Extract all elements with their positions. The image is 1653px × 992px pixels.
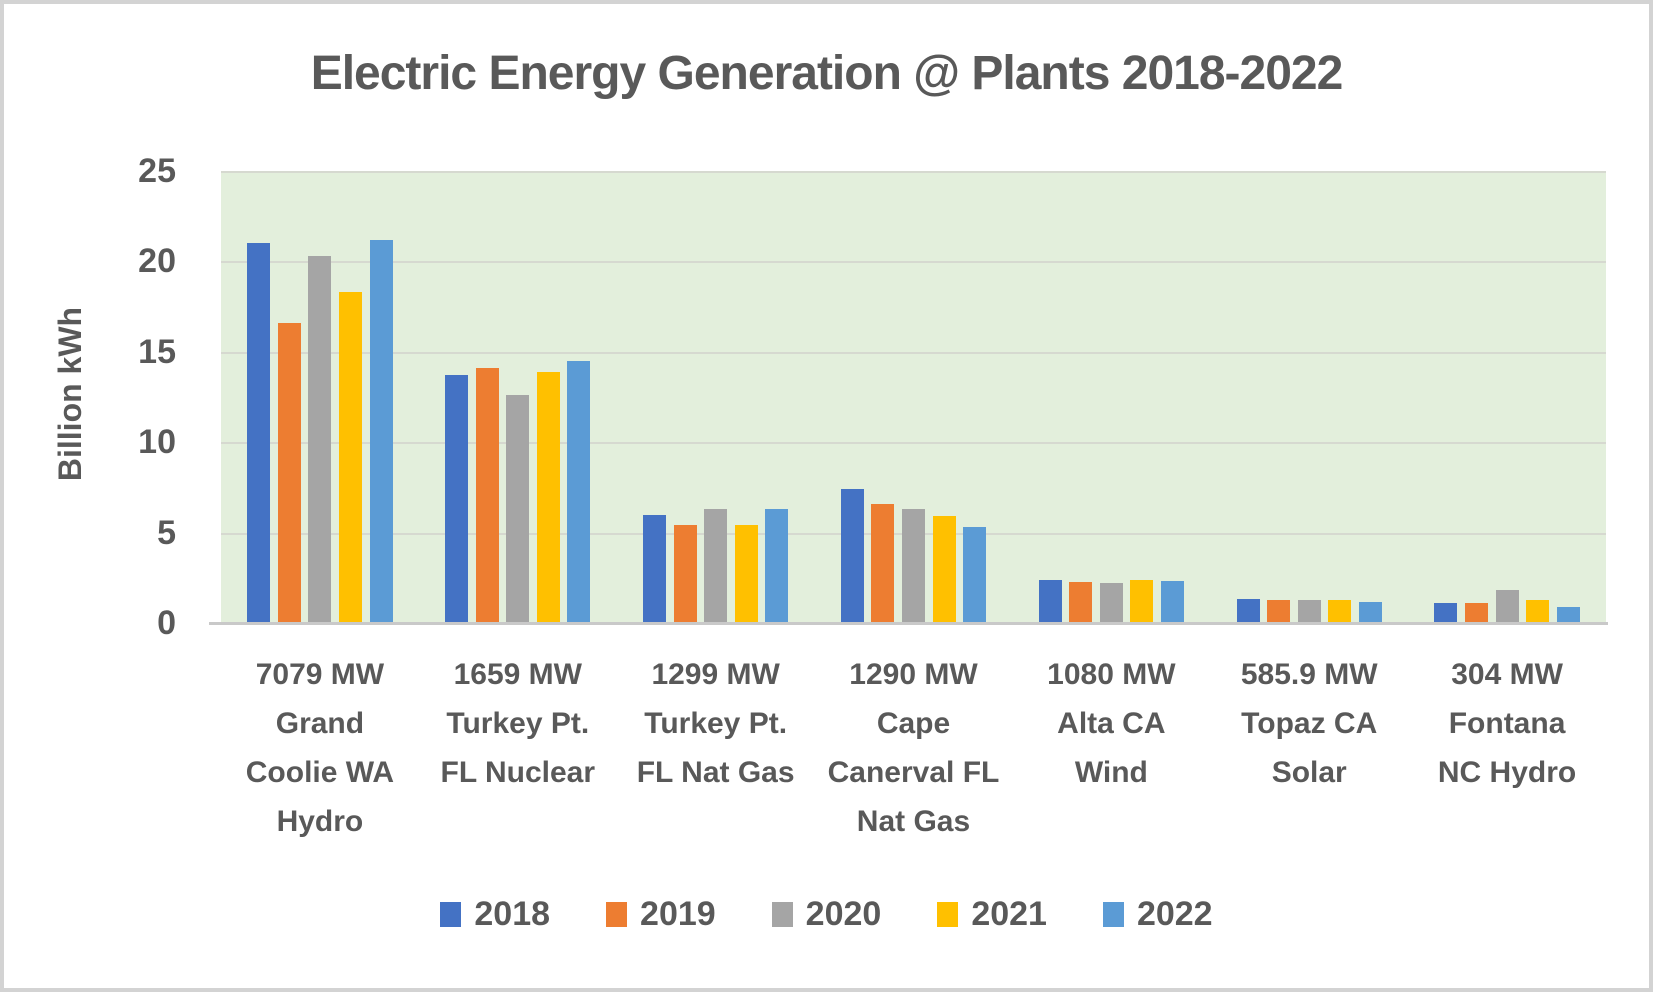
- plot-area: [221, 171, 1606, 623]
- bar-2018-category-1: [247, 243, 271, 623]
- legend-item-2020: 2020: [771, 895, 882, 933]
- bar-2022-category-2: [567, 360, 591, 623]
- category-label-line: Coolie WA: [245, 756, 395, 789]
- chart-title: Electric Energy Generation @ Plants 2018…: [310, 47, 1344, 100]
- legend-swatch-2021: [937, 901, 959, 927]
- bar-2021-category-4: [932, 516, 956, 623]
- bar-2021-category-5: [1130, 579, 1154, 623]
- bar-2021-category-1: [339, 292, 363, 623]
- category-label-line: Alta CA: [1057, 707, 1166, 740]
- bar-2022-category-4: [963, 527, 987, 623]
- bar-2018-category-5: [1038, 579, 1062, 623]
- bar-2020-category-1: [308, 255, 332, 623]
- bar-2019-category-6: [1267, 600, 1291, 623]
- category-label-line: FL Nuclear: [440, 756, 596, 789]
- legend-swatch-2019: [606, 901, 628, 927]
- x-axis-line: [209, 622, 1608, 625]
- category-label-line: Wind: [1074, 756, 1148, 789]
- y-axis-tick-0: 0: [157, 604, 176, 642]
- category-label-line: 7079 MW: [255, 658, 385, 691]
- category-label-line: Hydro: [276, 805, 364, 838]
- category-label-line: Solar: [1271, 756, 1347, 789]
- category-label-line: Turkey Pt.: [644, 707, 788, 740]
- bar-2019-category-3: [673, 525, 697, 623]
- category-label-1: 7079 MW Grand Coolie WA Hydro: [220, 650, 420, 846]
- gridline-25: [221, 171, 1606, 173]
- category-label-7: 304 MW Fontana NC Hydro: [1407, 650, 1607, 797]
- bar-2020-category-5: [1099, 583, 1123, 623]
- category-label-6: 585.9 MW Topaz CA Solar: [1209, 650, 1409, 797]
- bar-2018-category-3: [642, 514, 666, 623]
- bar-2022-category-5: [1161, 581, 1185, 623]
- legend-label-2020: 2020: [805, 895, 882, 933]
- category-label-4: 1290 MW Cape Canerval FL Nat Gas: [814, 650, 1014, 846]
- category-label-line: Nat Gas: [856, 805, 971, 838]
- category-label-line: 585.9 MW: [1240, 658, 1378, 691]
- bar-2019-category-4: [871, 503, 895, 623]
- y-axis-tick-25: 25: [138, 152, 176, 190]
- bar-2021-category-6: [1328, 600, 1352, 623]
- category-label-line: 1659 MW: [453, 658, 582, 691]
- bar-2022-category-6: [1358, 602, 1382, 623]
- category-label-2: 1659 MW Turkey Pt. FL Nuclear: [418, 650, 618, 797]
- bar-2018-category-2: [445, 375, 469, 623]
- category-label-line: 1080 MW: [1047, 658, 1176, 691]
- category-label-line: 1290 MW: [849, 658, 978, 691]
- category-label-line: Canerval FL: [827, 756, 1000, 789]
- legend-label-2019: 2019: [640, 895, 716, 933]
- gridline-15: [221, 351, 1606, 354]
- category-label-5: 1080 MW Alta CA Wind: [1011, 650, 1211, 797]
- category-label-line: 304 MW: [1451, 658, 1563, 691]
- bar-2020-category-3: [704, 509, 728, 623]
- legend-swatch-2018: [440, 901, 462, 927]
- bar-2022-category-1: [369, 239, 393, 623]
- gridline-10: [221, 442, 1606, 445]
- legend-swatch-2022: [1102, 901, 1124, 927]
- legend-item-2018: 2018: [440, 897, 550, 931]
- legend-label-2022: 2022: [1136, 895, 1213, 933]
- bar-2018-category-4: [840, 489, 864, 623]
- y-axis-tick-5: 5: [157, 513, 176, 552]
- bar-2018-category-7: [1434, 603, 1458, 623]
- bar-2019-category-5: [1069, 582, 1093, 623]
- category-label-3: 1299 MW Turkey Pt. FL Nat Gas: [616, 650, 816, 797]
- category-label-line: FL Nat Gas: [636, 756, 795, 789]
- category-label-line: 1299 MW: [651, 658, 780, 691]
- category-label-line: Turkey Pt.: [446, 707, 590, 740]
- bar-2021-category-2: [536, 371, 560, 623]
- legend-item-2019: 2019: [606, 897, 716, 931]
- bar-2018-category-6: [1236, 598, 1260, 623]
- category-label-line: Cape: [876, 707, 951, 740]
- legend-swatch-2020: [771, 901, 793, 927]
- bar-2021-category-7: [1526, 599, 1550, 623]
- bar-2021-category-3: [734, 525, 758, 623]
- category-label-line: Topaz CA: [1241, 707, 1378, 740]
- y-axis-tick-10: 10: [138, 423, 176, 462]
- category-label-line: Grand: [275, 707, 365, 740]
- bar-2022-category-7: [1556, 606, 1580, 623]
- bar-2020-category-7: [1495, 590, 1519, 623]
- category-label-line: Fontana: [1448, 707, 1566, 740]
- bar-2020-category-6: [1297, 600, 1321, 623]
- bar-2020-category-4: [902, 509, 925, 623]
- legend-item-2022: 2022: [1102, 895, 1213, 933]
- legend-label-2018: 2018: [474, 895, 551, 933]
- legend: 2018 2019 2020 2021 2022: [4, 897, 1649, 931]
- bar-2019-category-2: [475, 368, 499, 623]
- gridline-20: [221, 261, 1606, 264]
- category-label-line: NC Hydro: [1437, 756, 1577, 789]
- legend-label-2021: 2021: [971, 895, 1047, 933]
- bar-2022-category-3: [765, 509, 789, 623]
- bar-2019-category-7: [1464, 603, 1488, 623]
- bar-2020-category-2: [506, 395, 530, 623]
- bar-2019-category-1: [277, 322, 301, 623]
- y-axis-tick-20: 20: [138, 242, 176, 281]
- legend-item-2021: 2021: [937, 897, 1047, 931]
- y-axis-tick-15: 15: [138, 332, 176, 371]
